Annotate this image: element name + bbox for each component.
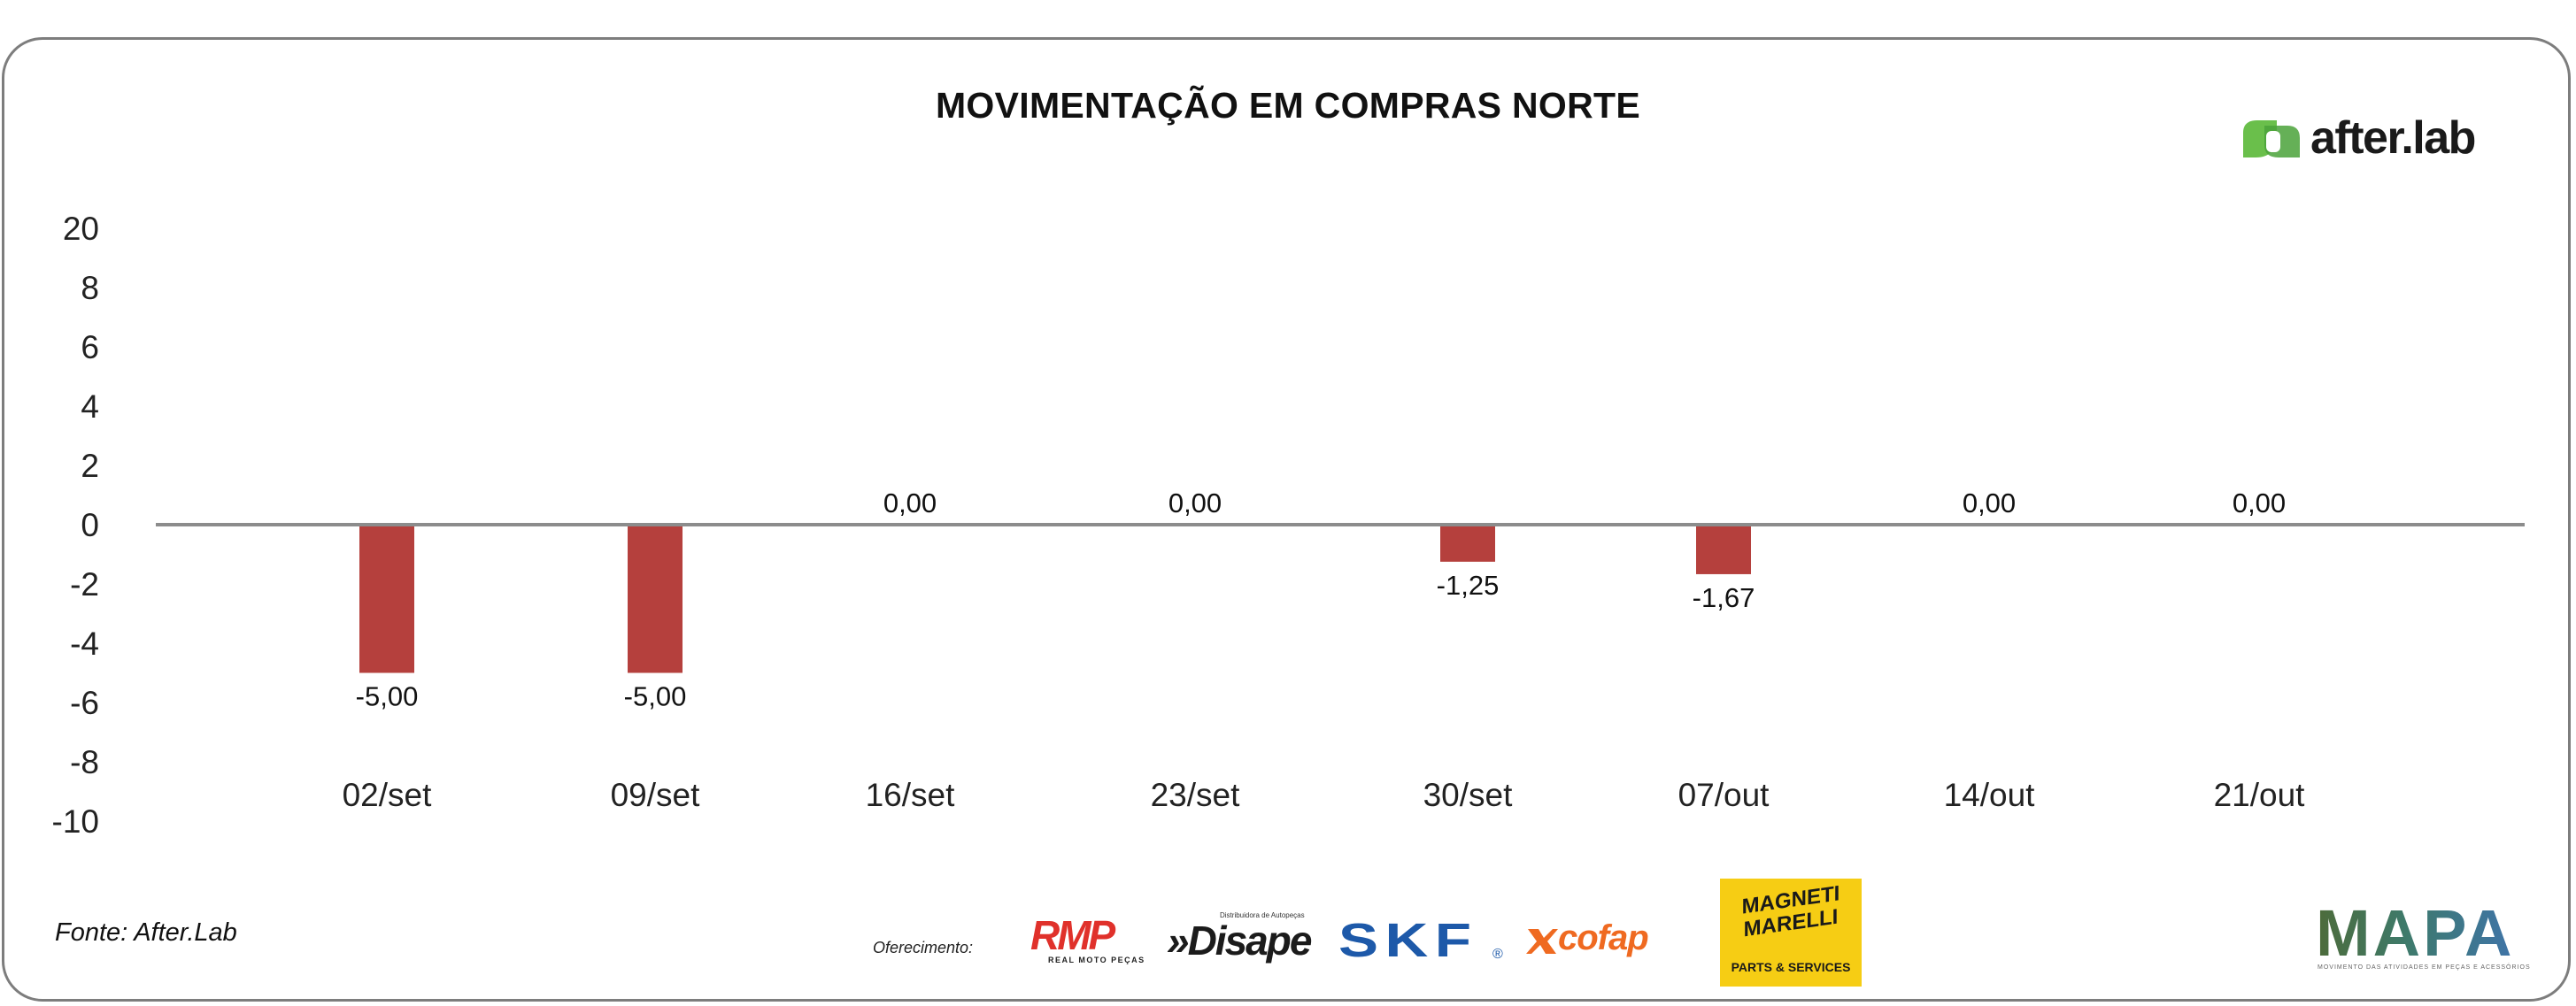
data-label: 0,00 bbox=[2233, 488, 2286, 518]
afterlab-wordmark: after.lab bbox=[2310, 112, 2476, 164]
data-label: 0,00 bbox=[1168, 488, 1222, 518]
y-tick-label: 20 bbox=[63, 211, 99, 247]
x-tick-label: 14/out bbox=[1944, 777, 2036, 813]
mapa-tagline: MOVIMENTO DAS ATIVIDADES EM PEÇAS E ACES… bbox=[2318, 964, 2531, 971]
y-tick-label: -8 bbox=[70, 744, 99, 780]
data-label: 0,00 bbox=[1963, 488, 2016, 518]
y-tick-label: 4 bbox=[81, 388, 99, 425]
disape-tagline: Distribuidora de Autopeças bbox=[1220, 911, 1305, 919]
y-tick-label: 8 bbox=[81, 270, 99, 306]
bar bbox=[359, 525, 414, 673]
cofap-x-icon bbox=[1526, 929, 1558, 954]
source-note: Fonte: After.Lab bbox=[55, 918, 237, 947]
y-tick-label: 6 bbox=[81, 329, 99, 365]
sponsor-label: Oferecimento: bbox=[873, 939, 974, 956]
skf-wordmark: SKF bbox=[1338, 914, 1478, 967]
x-tick-label: 21/out bbox=[2214, 777, 2306, 813]
chart-frame bbox=[2, 37, 2571, 1002]
y-tick-label: -4 bbox=[70, 626, 99, 662]
y-tick-label: -10 bbox=[52, 803, 99, 840]
data-label: -5,00 bbox=[624, 681, 687, 712]
magneti-marelli-logo: MAGNETI MARELLI PARTS & SERVICES bbox=[1720, 879, 1862, 987]
magneti-marelli-wordmark: MAGNETI MARELLI bbox=[1741, 881, 1840, 942]
x-tick-label: 09/set bbox=[611, 777, 701, 813]
disape-logo: Distribuidora de Autopeças »Disape bbox=[1167, 911, 1323, 966]
rmp-logo: RMP REAL MOTO PEÇAS bbox=[1030, 915, 1149, 964]
bar bbox=[628, 525, 683, 673]
bar bbox=[1696, 525, 1751, 574]
y-tick-label: 2 bbox=[81, 448, 99, 484]
skf-logo: SKF ® bbox=[1338, 917, 1507, 966]
bar bbox=[1440, 525, 1495, 562]
afterlab-leaf-icon bbox=[2243, 120, 2300, 157]
magneti-marelli-tagline: PARTS & SERVICES bbox=[1731, 960, 1851, 974]
rmp-wordmark: RMP bbox=[1030, 912, 1115, 958]
y-tick-label: -2 bbox=[70, 566, 99, 603]
mapa-wordmark: MAPA bbox=[2316, 896, 2515, 970]
cofap-wordmark: cofap bbox=[1558, 918, 1649, 957]
data-label: -5,00 bbox=[356, 681, 419, 712]
data-label: -1,67 bbox=[1693, 582, 1755, 613]
x-tick-label: 23/set bbox=[1151, 777, 1241, 813]
cofap-logo: cofap bbox=[1524, 918, 1689, 964]
x-tick-label: 30/set bbox=[1423, 777, 1514, 813]
data-label: -1,25 bbox=[1437, 570, 1500, 601]
skf-registered-mark: ® bbox=[1492, 947, 1503, 962]
mapa-logo: MAPA MOVIMENTO DAS ATIVIDADES EM PEÇAS E… bbox=[2316, 896, 2530, 973]
x-tick-label: 02/set bbox=[343, 777, 433, 813]
chart-title: MOVIMENTAÇÃO EM COMPRAS NORTE bbox=[935, 85, 1641, 126]
data-label: 0,00 bbox=[883, 488, 937, 518]
disape-wordmark: »Disape bbox=[1167, 918, 1312, 964]
x-tick-label: 07/out bbox=[1678, 777, 1770, 813]
rmp-tagline: REAL MOTO PEÇAS bbox=[1048, 956, 1145, 964]
x-tick-label: 16/set bbox=[866, 777, 956, 813]
y-tick-label: -6 bbox=[70, 685, 99, 721]
y-tick-label: 0 bbox=[81, 507, 99, 543]
